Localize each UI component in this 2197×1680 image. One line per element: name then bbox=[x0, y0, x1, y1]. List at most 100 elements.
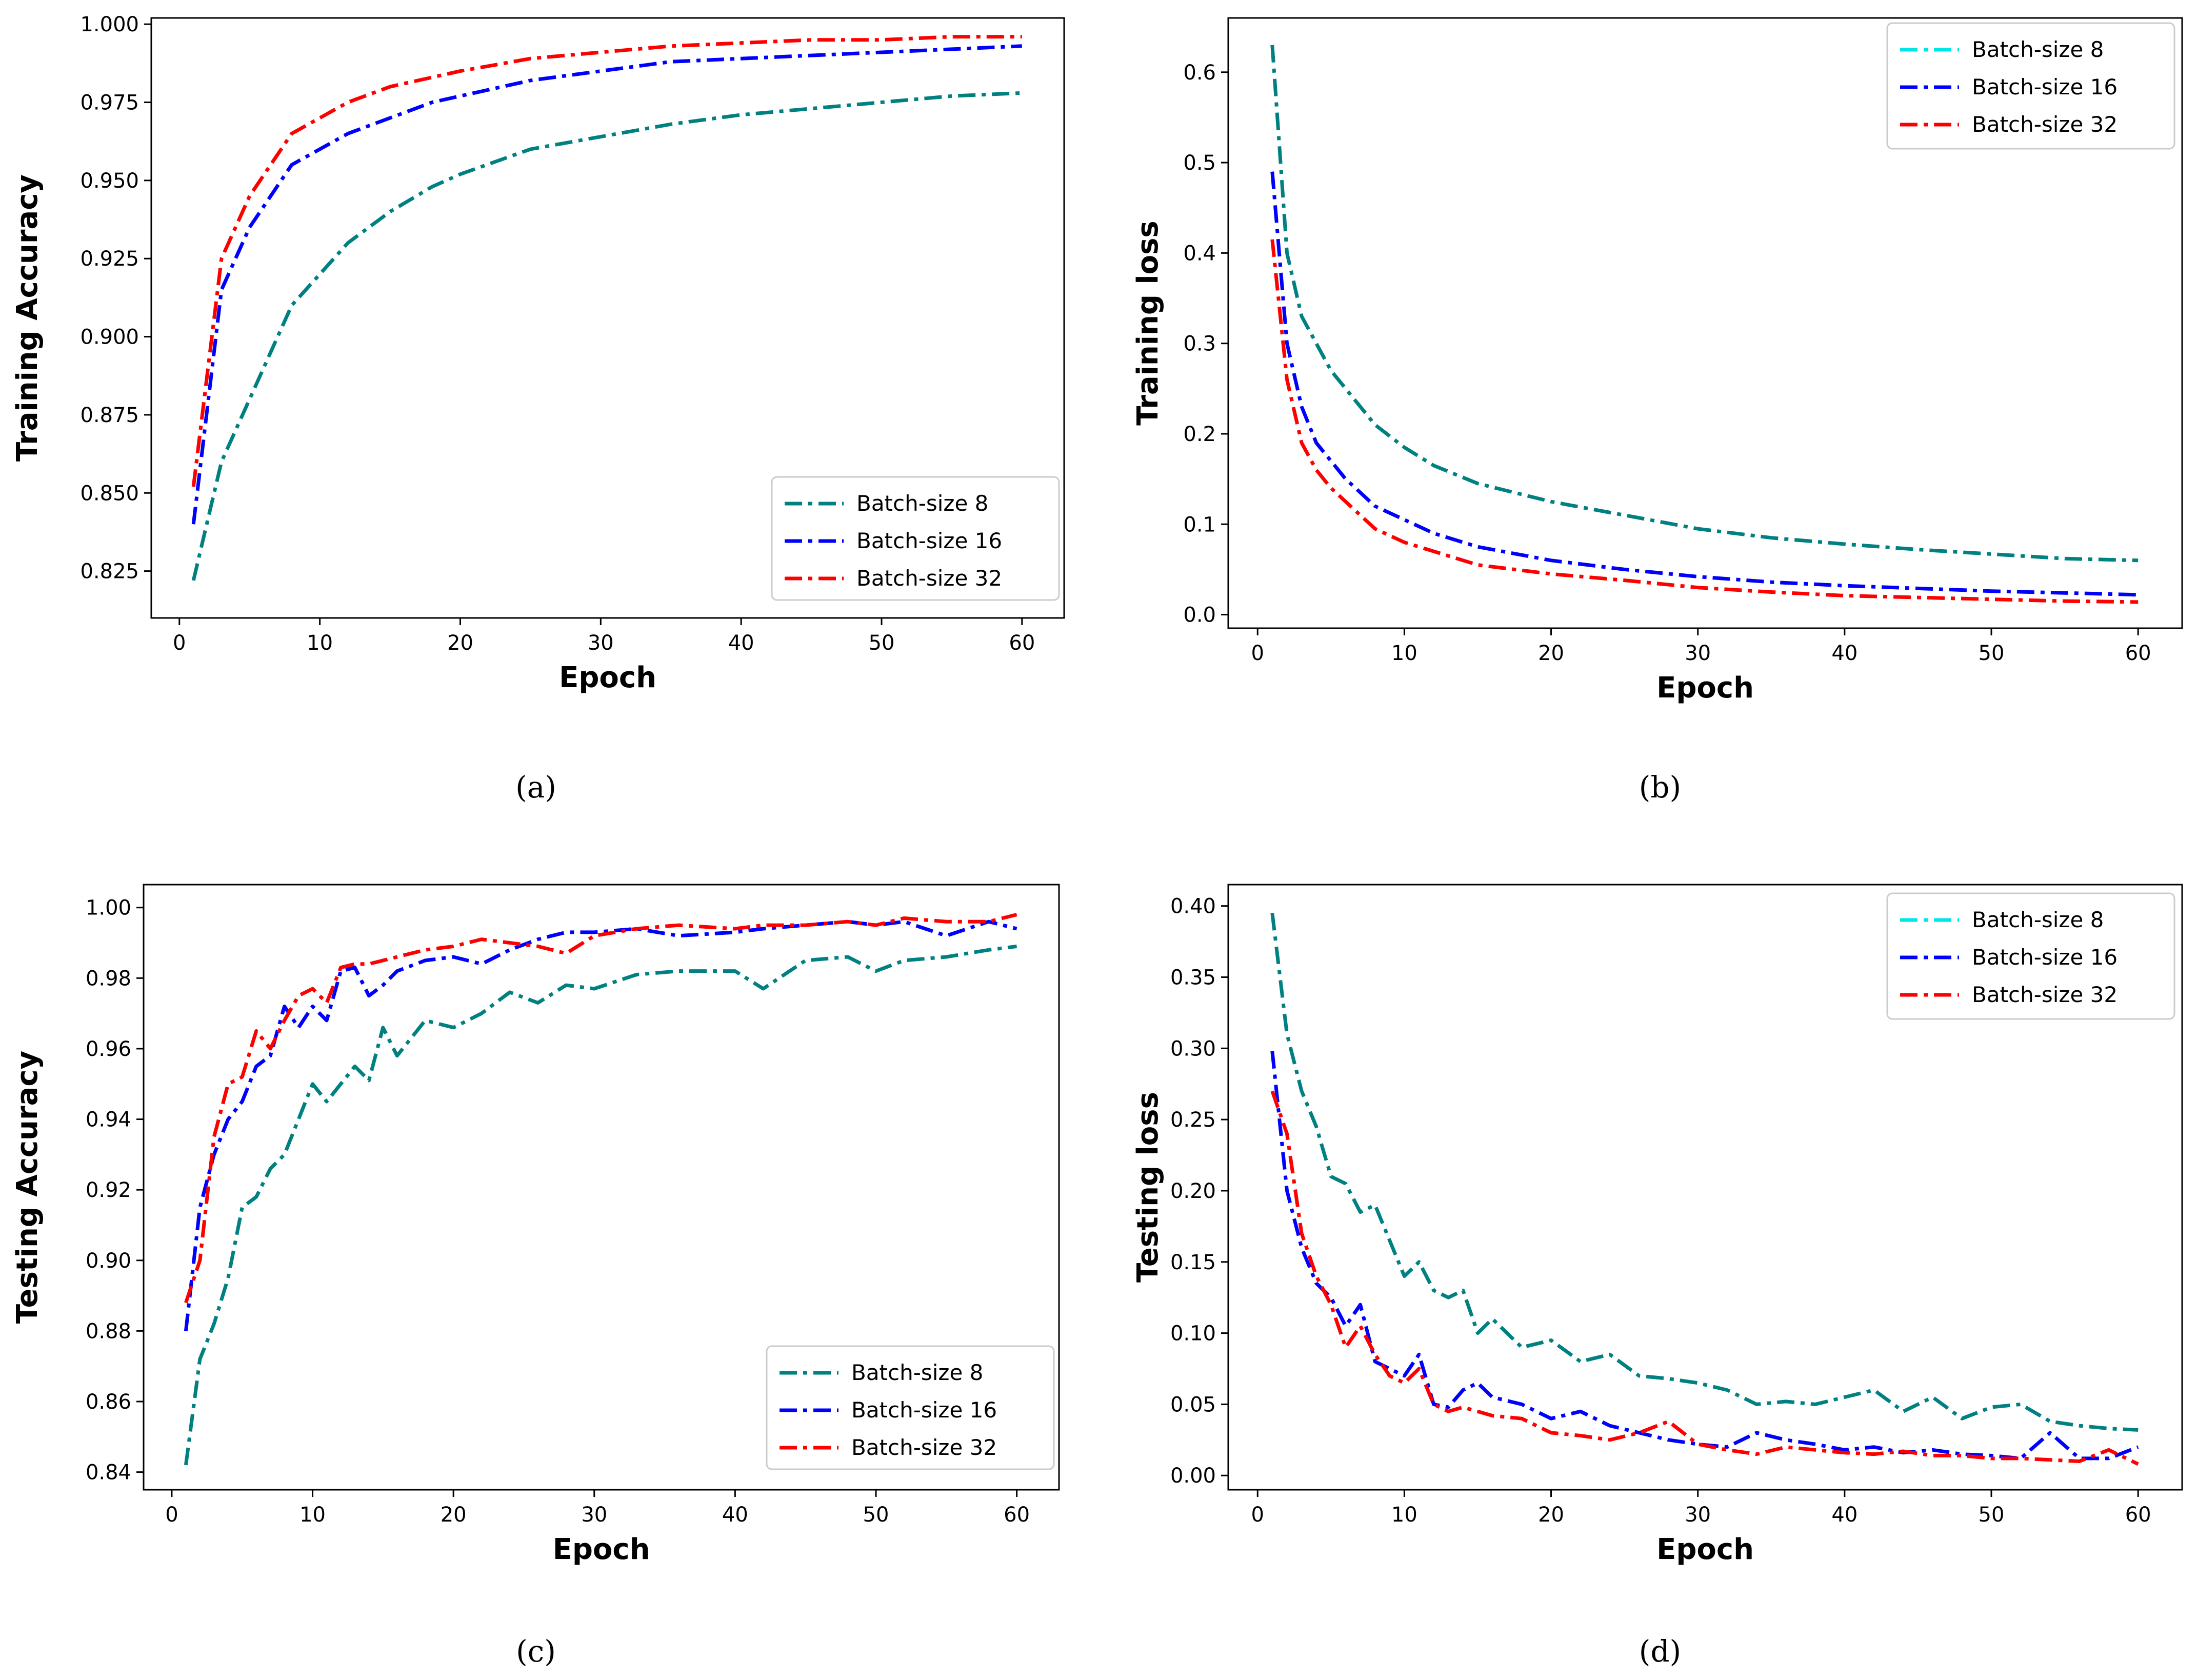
x-tick-label: 60 bbox=[1009, 631, 1035, 655]
plot-frame bbox=[1227, 17, 2183, 629]
series-line-batch-size-8 bbox=[191, 91, 1022, 581]
y-tick-label: 0.15 bbox=[1170, 1251, 1216, 1274]
series-line-batch-size-32 bbox=[191, 35, 1022, 487]
y-tick-label: 0.94 bbox=[86, 1108, 131, 1132]
series-line-batch-size-16 bbox=[184, 919, 1017, 1331]
x-tick-label: 40 bbox=[1831, 642, 1858, 665]
legend-label: Batch-size 8 bbox=[1972, 907, 2104, 932]
y-tick-label: 0.30 bbox=[1170, 1037, 1216, 1061]
y-tick-label: 0.96 bbox=[86, 1037, 131, 1061]
x-tick-label: 30 bbox=[1685, 1503, 1711, 1527]
x-tick-label: 20 bbox=[1538, 1503, 1564, 1527]
panel-c: 0 10 20 30 40 50 60 0.84 0.86 0.88 0.90 0.92 0.94 0.9… bbox=[11, 884, 1060, 1566]
caption-c: (c) bbox=[516, 1634, 556, 1669]
x-tick-label: 0 bbox=[173, 631, 186, 655]
x-tick-label: 30 bbox=[581, 1503, 607, 1527]
y-tick-label: 0.4 bbox=[1183, 242, 1216, 265]
y-tick-label: 0.20 bbox=[1170, 1179, 1216, 1203]
y-tick-label: 0.10 bbox=[1170, 1322, 1216, 1346]
x-axis-label: Epoch bbox=[1656, 1533, 1754, 1566]
y-tick-label: 0.2 bbox=[1183, 423, 1216, 446]
series-line-batch-size-16 bbox=[1270, 1051, 2139, 1461]
x-tick-label: 50 bbox=[863, 1503, 889, 1527]
legend-label: Batch-size 32 bbox=[856, 566, 1002, 591]
series-line-batch-size-8 bbox=[1270, 45, 2139, 563]
legend-label: Batch-size 16 bbox=[851, 1397, 997, 1423]
x-axis-label: Epoch bbox=[1656, 671, 1754, 705]
y-tick-label: 0.5 bbox=[1183, 151, 1216, 175]
panel-b: 0 10 20 30 40 50 60 0.0 0.1 0.2 0.3 0.4 0.5 0.6 Epoch T… bbox=[1131, 17, 2183, 705]
x-tick-label: 0 bbox=[165, 1503, 178, 1527]
y-tick-label: 0.05 bbox=[1170, 1393, 1216, 1416]
legend-label: Batch-size 8 bbox=[1972, 37, 2104, 62]
y-tick-label: 0.25 bbox=[1170, 1108, 1216, 1132]
series-line-batch-size-16 bbox=[1270, 171, 2139, 597]
y-tick-label: 0.84 bbox=[86, 1461, 131, 1485]
y-tick-label: 0.88 bbox=[86, 1319, 131, 1343]
series-line-batch-size-32 bbox=[184, 913, 1017, 1304]
y-tick-label: 0.950 bbox=[80, 169, 139, 193]
x-tick-label: 0 bbox=[1251, 642, 1264, 665]
x-tick-label: 50 bbox=[869, 631, 895, 655]
legend-label: Batch-size 16 bbox=[1972, 945, 2118, 970]
legend-label: Batch-size 16 bbox=[856, 528, 1002, 553]
y-tick-label: 0.40 bbox=[1170, 895, 1216, 918]
x-tick-label: 10 bbox=[299, 1503, 326, 1527]
legend-box bbox=[1886, 22, 2175, 150]
y-tick-label: 0.3 bbox=[1183, 332, 1216, 356]
y-axis-label: Training Accuracy bbox=[11, 174, 44, 462]
panel-a: 0 10 20 30 40 50 60 0.825 0.850 0.875 0.900 0.925 0.… bbox=[11, 13, 1065, 694]
x-tick-label: 60 bbox=[1004, 1503, 1030, 1527]
y-tick-label: 0.86 bbox=[86, 1390, 131, 1414]
series-line-batch-size-32 bbox=[1270, 239, 2139, 604]
y-tick-label: 0.6 bbox=[1183, 61, 1216, 85]
y-tick-label: 0.1 bbox=[1183, 513, 1216, 536]
y-tick-label: 0.00 bbox=[1170, 1464, 1216, 1488]
x-tick-label: 30 bbox=[1685, 642, 1711, 665]
x-axis-label: Epoch bbox=[559, 661, 656, 694]
y-tick-label: 0.98 bbox=[86, 967, 131, 990]
x-tick-label: 40 bbox=[1831, 1503, 1858, 1527]
x-tick-label: 0 bbox=[1251, 1503, 1264, 1527]
x-tick-label: 50 bbox=[1979, 642, 2005, 665]
y-tick-label: 0.90 bbox=[86, 1249, 131, 1273]
legend-box bbox=[771, 476, 1060, 601]
plot-frame bbox=[143, 884, 1060, 1491]
series-line-batch-size-32 bbox=[1270, 1090, 2139, 1466]
x-tick-label: 10 bbox=[307, 631, 333, 655]
y-axis-label: Training loss bbox=[1131, 221, 1165, 426]
y-tick-label: 0.850 bbox=[80, 482, 139, 505]
legend-label: Batch-size 32 bbox=[1972, 982, 2118, 1007]
y-tick-label: 0.92 bbox=[86, 1178, 131, 1202]
y-tick-label: 0.35 bbox=[1170, 966, 1216, 989]
legend-label: Batch-size 32 bbox=[851, 1435, 997, 1460]
x-tick-label: 40 bbox=[722, 1503, 748, 1527]
y-tick-label: 0.0 bbox=[1183, 604, 1216, 627]
x-tick-label: 10 bbox=[1391, 642, 1417, 665]
x-tick-label: 30 bbox=[588, 631, 614, 655]
legend-box bbox=[766, 1345, 1055, 1470]
x-tick-label: 40 bbox=[728, 631, 754, 655]
caption-d: (d) bbox=[1639, 1634, 1681, 1669]
x-axis-label: Epoch bbox=[553, 1533, 650, 1566]
legend-label: Batch-size 16 bbox=[1972, 74, 2118, 99]
y-tick-label: 1.000 bbox=[80, 13, 139, 36]
legend-label: Batch-size 8 bbox=[851, 1360, 983, 1385]
x-tick-label: 20 bbox=[447, 631, 473, 655]
y-tick-label: 0.875 bbox=[80, 404, 139, 427]
y-tick-label: 0.825 bbox=[80, 560, 139, 584]
y-tick-label: 0.975 bbox=[80, 91, 139, 115]
plot-frame bbox=[150, 17, 1065, 619]
x-tick-label: 20 bbox=[1538, 642, 1564, 665]
y-tick-label: 0.925 bbox=[80, 247, 139, 271]
y-axis-label: Testing Accuracy bbox=[11, 1051, 44, 1324]
legend-label: Batch-size 32 bbox=[1972, 112, 2118, 137]
series-line-batch-size-8 bbox=[1270, 913, 2139, 1432]
caption-b: (b) bbox=[1639, 770, 1681, 805]
series-line-batch-size-8 bbox=[184, 944, 1017, 1466]
y-tick-label: 1.00 bbox=[86, 896, 131, 920]
legend-label: Batch-size 8 bbox=[856, 491, 988, 516]
x-tick-label: 60 bbox=[2125, 1503, 2151, 1527]
legend-box bbox=[1886, 892, 2175, 1020]
